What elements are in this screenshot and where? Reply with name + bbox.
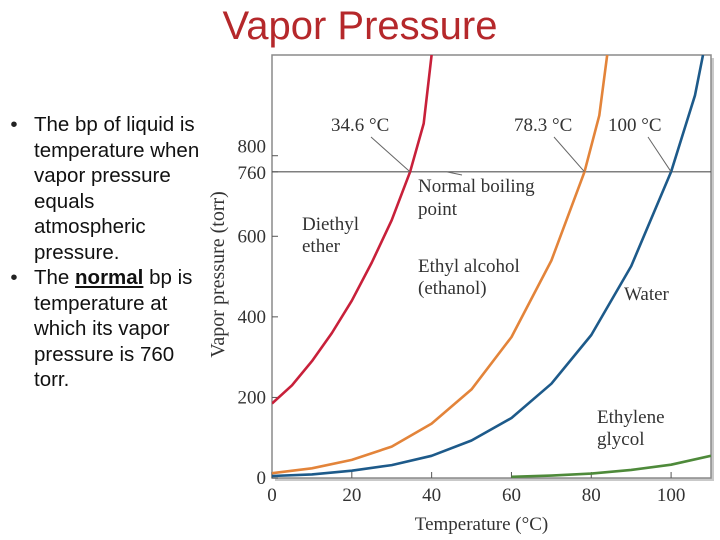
y-tick-label: 200 [238,387,267,408]
series-line [272,55,433,405]
boiling-point-pointer [553,136,585,173]
y-tick-label: 800 [238,137,267,158]
boiling-point-label: 34.6 °C [331,115,389,136]
series-line [511,454,711,478]
x-tick-label: 40 [422,485,441,506]
y-tick-label: 0 [257,468,267,489]
reference-line-label: point [418,199,458,220]
bullet-dot-icon: • [10,266,18,289]
bullet-list: • The bp of liquid is temperature when va… [4,112,204,393]
x-tick-label: 20 [342,485,361,506]
bullet-item: • The normal bp is temperature at which i… [4,265,204,393]
y-axis-label: Vapor pressure (torr) [207,191,229,358]
series-label: Diethyl [302,214,359,235]
boiling-point-label: 78.3 °C [514,115,572,136]
x-tick-label: 100 [657,485,686,506]
x-tick-label: 0 [267,485,277,506]
reference-line-pointer [446,171,463,176]
y-tick-label: 760 [238,163,267,184]
boiling-point-label: 100 °C [608,115,662,136]
bullet-emphasis: normal [75,266,144,289]
plot-area [271,54,712,479]
y-tick-label: 400 [238,307,267,328]
series-label: glycol [597,429,645,450]
series-label: ether [302,236,341,257]
x-tick-label: 60 [502,485,521,506]
x-tick-label: 80 [582,485,601,506]
series-label: Ethylene [597,407,665,428]
bullet-text: The [34,266,76,289]
boiling-point-pointer [647,136,672,173]
slide-title: Vapor Pressure [222,4,498,48]
bullet-text: The bp of liquid is temperature when vap… [34,113,200,264]
reference-line-label: Normal boiling [418,176,535,197]
y-tick-label: 600 [238,226,267,247]
series-label: (ethanol) [418,278,487,299]
series-label: Ethyl alcohol [418,256,520,277]
bullet-text: bp is temperature at which its vapor pre… [34,266,193,391]
boiling-point-pointer [370,136,411,173]
bullet-dot-icon: • [10,113,18,136]
series-label: Water [624,284,670,305]
x-axis-label: Temperature (°C) [415,514,548,535]
bullet-item: • The bp of liquid is temperature when va… [4,112,204,265]
series-line [272,55,609,475]
